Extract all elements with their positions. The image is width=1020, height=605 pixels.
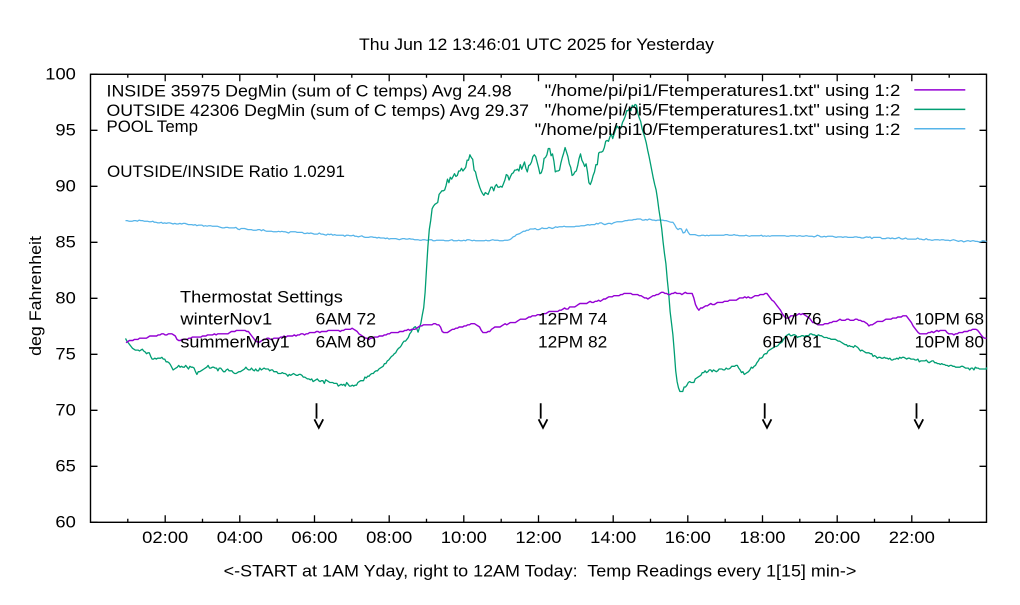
svg-text:85: 85: [55, 232, 75, 251]
svg-text:"/home/pi/pi1/Ftemperatures1.t: "/home/pi/pi1/Ftemperatures1.txt" using …: [545, 81, 901, 100]
svg-text:90: 90: [55, 176, 75, 195]
svg-text:OUTSIDE 42306 DegMin (sum of C: OUTSIDE 42306 DegMin (sum of C temps) Av…: [107, 101, 530, 120]
svg-text:12PM 74: 12PM 74: [538, 309, 607, 328]
svg-text:deg Fahrenheit: deg Fahrenheit: [26, 236, 45, 356]
svg-text:08:00: 08:00: [366, 528, 412, 547]
svg-text:"/home/pi/pi10/Ftemperatures1.: "/home/pi/pi10/Ftemperatures1.txt" using…: [535, 120, 901, 139]
svg-text:95: 95: [55, 120, 75, 139]
svg-text:INSIDE 35975 DegMin (sum of C: INSIDE 35975 DegMin (sum of C temps) Avg…: [107, 81, 512, 100]
svg-text:18:00: 18:00: [739, 528, 785, 547]
svg-text:75: 75: [55, 344, 75, 363]
svg-text:6AM 80: 6AM 80: [316, 333, 376, 352]
svg-text:12:00: 12:00: [515, 528, 561, 547]
svg-text:04:00: 04:00: [217, 528, 263, 547]
svg-text:Thermostat Settings: Thermostat Settings: [180, 288, 343, 307]
svg-text:summerMay1: summerMay1: [180, 333, 289, 352]
svg-text:OUTSIDE/INSIDE Ratio 1.0291: OUTSIDE/INSIDE Ratio 1.0291: [107, 162, 345, 181]
svg-text:12PM 82: 12PM 82: [538, 333, 607, 352]
svg-text:20:00: 20:00: [814, 528, 860, 547]
svg-text:<-START at 1AM Yday, right to: <-START at 1AM Yday, right to 12AM Today…: [224, 561, 857, 580]
svg-text:winterNov1: winterNov1: [179, 309, 272, 328]
svg-text:02:00: 02:00: [142, 528, 188, 547]
svg-text:POOL Temp: POOL Temp: [107, 117, 199, 136]
svg-text:6PM 81: 6PM 81: [763, 333, 822, 352]
svg-text:65: 65: [55, 456, 75, 475]
svg-text:22:00: 22:00: [889, 528, 935, 547]
svg-text:100: 100: [45, 64, 76, 83]
svg-text:10PM 68: 10PM 68: [915, 309, 984, 328]
svg-text:6AM 72: 6AM 72: [316, 309, 376, 328]
svg-text:16:00: 16:00: [665, 528, 711, 547]
svg-text:60: 60: [55, 512, 75, 531]
svg-text:06:00: 06:00: [291, 528, 337, 547]
svg-text:10PM 80: 10PM 80: [915, 333, 984, 352]
svg-text:Thu Jun 12 13:46:01 UTC 2025 f: Thu Jun 12 13:46:01 UTC 2025 for Yesterd…: [359, 35, 715, 54]
svg-text:6PM 76: 6PM 76: [763, 309, 822, 328]
svg-text:80: 80: [55, 288, 75, 307]
svg-text:70: 70: [55, 400, 75, 419]
svg-text:"/home/pi/pi5/Ftemperatures1.t: "/home/pi/pi5/Ftemperatures1.txt" using …: [545, 100, 901, 119]
svg-text:10:00: 10:00: [441, 528, 487, 547]
svg-text:14:00: 14:00: [590, 528, 636, 547]
